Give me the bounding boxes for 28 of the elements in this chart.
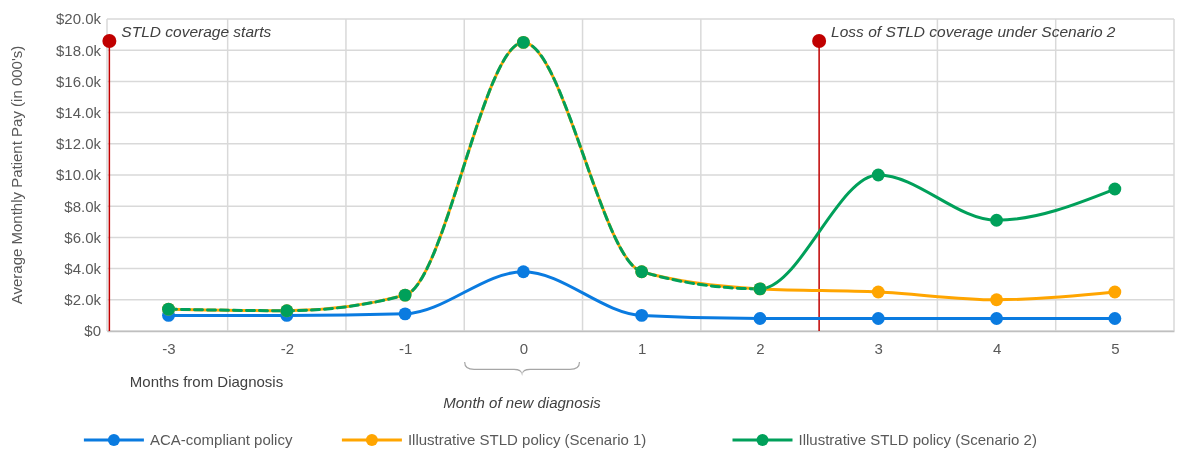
y-tick-label: $4.0k: [64, 259, 102, 277]
x-tick-label: 3: [874, 339, 883, 357]
y-tick-label: $6.0k: [64, 228, 102, 246]
y-tick-label: $10.0k: [55, 166, 102, 184]
x-tick-label: 1: [638, 339, 647, 357]
x-tick-label: 5: [1111, 339, 1120, 357]
y-tick-label: $2.0k: [64, 291, 102, 309]
ref-line-label: STLD coverage starts: [121, 23, 272, 40]
legend-label: Illustrative STLD policy (Scenario 1): [407, 431, 647, 448]
ref-line-label: Loss of STLD coverage under Scenario 2: [831, 23, 1116, 40]
y-tick-label: $20.0k: [55, 10, 102, 28]
y-tick-label: $14.0k: [55, 103, 102, 121]
x-tick-label: 4: [992, 339, 1002, 357]
text: Month of new diagnosis: [443, 394, 602, 411]
y-tick-label: $8.0k: [64, 197, 102, 215]
x-tick-label: 0: [519, 339, 529, 357]
x-tick-label: -3: [162, 339, 176, 357]
y-tick-label: $18.0k: [55, 41, 102, 59]
x-tick-label: -1: [398, 339, 413, 357]
y-tick-label: $12.0k: [55, 135, 102, 153]
y-tick-label: $0: [84, 322, 101, 340]
x-tick-label: -2: [280, 339, 294, 357]
x-axis-title: Months from Diagnosis: [129, 373, 284, 390]
y-axis-title: Average Monthly Patient Pay (in 000's): [8, 45, 25, 305]
legend-label: ACA-compliant policy: [149, 431, 293, 448]
legend-label: Illustrative STLD policy (Scenario 2): [798, 431, 1037, 448]
x-tick-label: 2: [756, 339, 765, 357]
y-tick-label: $16.0k: [55, 72, 102, 90]
